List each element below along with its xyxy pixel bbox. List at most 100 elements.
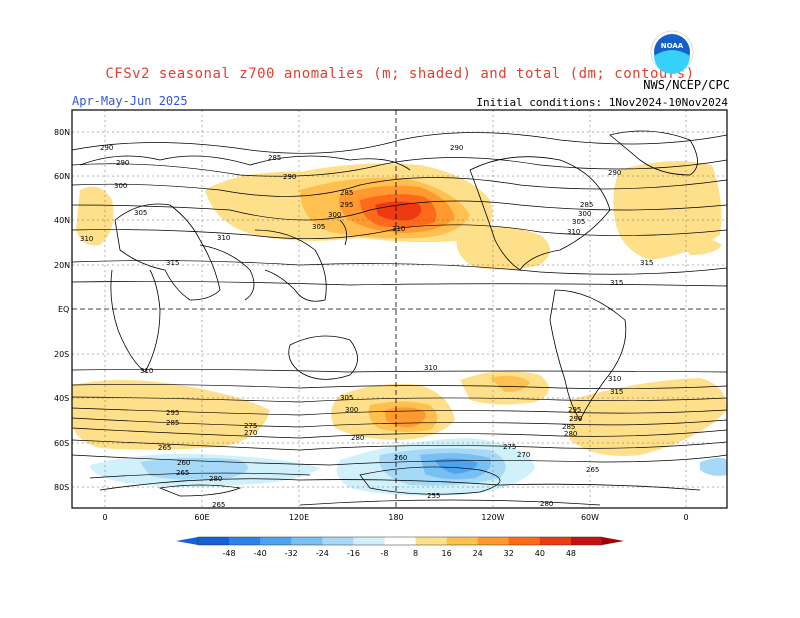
- contour-label: 315: [610, 388, 623, 396]
- contour-label: 255: [427, 492, 440, 500]
- lat-lon-grid: [72, 110, 727, 508]
- colorbar-swatch: [353, 537, 385, 545]
- initial-conditions-label: Initial conditions: 1Nov2024-10Nov2024: [476, 96, 728, 109]
- lat-label: 40S: [54, 394, 69, 403]
- colorbar-tick-label: 48: [566, 549, 576, 558]
- contour-label: 310: [217, 234, 230, 242]
- contour-label: 290: [569, 415, 582, 423]
- contour-label: 295: [166, 409, 179, 417]
- lat-label: 60S: [54, 439, 69, 448]
- lon-label: 120E: [289, 513, 309, 522]
- lat-label: 40N: [54, 216, 70, 225]
- colorbar-tick-label: -16: [347, 549, 360, 558]
- contour-label: 265: [158, 444, 171, 452]
- contour-label: 300: [578, 210, 591, 218]
- lat-label: 20N: [54, 261, 70, 270]
- contour-label: 295: [568, 406, 581, 414]
- contour-label: 275: [244, 422, 257, 430]
- colorbar-swatch: [229, 537, 261, 545]
- lon-label: 120W: [481, 513, 504, 522]
- lat-label: 60N: [54, 172, 70, 181]
- contour-label: 310: [80, 235, 93, 243]
- contour-labels: 290 290 300 305 310 315 285 285 290 295 …: [80, 144, 653, 509]
- contour-label: 265: [586, 466, 599, 474]
- season-label: Apr-May-Jun 2025: [72, 94, 188, 108]
- colorbar-swatch: [260, 537, 292, 545]
- colorbar-tick-label: -8: [380, 549, 388, 558]
- lat-label: EQ: [58, 305, 69, 314]
- reference-lines: [72, 110, 727, 508]
- contour-label: 260: [177, 459, 190, 467]
- colorbar-swatch: [198, 537, 230, 545]
- colorbar-outline: [197, 536, 603, 546]
- colorbar-arrow-high: [602, 537, 624, 545]
- contour-label: 310: [140, 367, 153, 375]
- colorbar-swatch: [477, 537, 510, 545]
- contour-label: 305: [572, 218, 585, 226]
- longitude-labels: 0 60E 120E 180 120W 60W 0: [102, 513, 688, 522]
- contour-label: 305: [312, 223, 325, 231]
- colorbar: -48 -40 -32 -24 -16 -8 8 16 24 32 40 48: [176, 536, 624, 558]
- contour-label: 285: [340, 189, 353, 197]
- lon-label: 0: [683, 513, 688, 522]
- colorbar-tick-label: 32: [504, 549, 514, 558]
- contour-label: 265: [212, 501, 225, 509]
- contour-label: 315: [610, 279, 623, 287]
- lon-label: 180: [388, 513, 403, 522]
- colorbar-tick-label: -32: [285, 549, 298, 558]
- contour-label: 300: [328, 211, 341, 219]
- lat-label: 80S: [54, 483, 69, 492]
- contour-label: 280: [540, 500, 553, 508]
- contour-label: 290: [608, 169, 621, 177]
- colorbar-swatch: [570, 537, 603, 545]
- colorbar-swatch: [415, 537, 448, 545]
- lon-label: 0: [102, 513, 107, 522]
- colorbar-swatch: [291, 537, 323, 545]
- contour-label: 270: [517, 451, 530, 459]
- colorbar-tick-label: 8: [413, 549, 418, 558]
- contour-label: 310: [392, 225, 405, 233]
- contour-label: 290: [283, 173, 296, 181]
- chart-title: CFSv2 seasonal z700 anomalies (m; shaded…: [105, 66, 695, 82]
- contour-label: 290: [450, 144, 463, 152]
- colorbar-swatch: [384, 537, 417, 545]
- contour-label: 280: [564, 430, 577, 438]
- contour-label: 300: [345, 406, 358, 414]
- contour-label: 295: [340, 201, 353, 209]
- colorbar-tick-label: 16: [442, 549, 452, 558]
- contour-label: 275: [503, 443, 516, 451]
- contour-label: 315: [166, 259, 179, 267]
- colorbar-tick-label: 24: [473, 549, 483, 558]
- colorbar-tick-label: -48: [223, 549, 236, 558]
- contour-label: 270: [244, 429, 257, 437]
- noaa-logo: NOAA: [650, 30, 694, 74]
- contour-label: 285: [166, 419, 179, 427]
- contour-label: 280: [209, 475, 222, 483]
- agency-label: NWS/NCEP/CPC: [643, 78, 730, 92]
- contour-label: 300: [114, 182, 127, 190]
- colorbar-tick-label: -40: [254, 549, 267, 558]
- colorbar-tick-label: -24: [316, 549, 329, 558]
- contour-label: 310: [424, 364, 437, 372]
- contour-label: 310: [608, 375, 621, 383]
- lat-label: 20S: [54, 350, 69, 359]
- colorbar-swatch: [446, 537, 479, 545]
- colorbar-swatch: [539, 537, 572, 545]
- lon-label: 60E: [194, 513, 209, 522]
- contour-label: 285: [562, 423, 575, 431]
- colorbar-arrow-low: [176, 537, 198, 545]
- contour-label: 260: [394, 454, 407, 462]
- colorbar-tick-label: 40: [535, 549, 545, 558]
- height-contours: [71, 132, 728, 506]
- contour-label: 305: [134, 209, 147, 217]
- contour-label: 280: [351, 434, 364, 442]
- contour-label: 285: [580, 201, 593, 209]
- contour-label: 290: [116, 159, 129, 167]
- colorbar-swatch: [322, 537, 354, 545]
- contour-label: 310: [567, 228, 580, 236]
- contour-label: 285: [268, 154, 281, 162]
- noaa-logo-text: NOAA: [661, 42, 684, 50]
- latitude-labels: 80N 60N 40N 20N EQ 20S 40S 60S 80S: [54, 128, 70, 492]
- lat-label: 80N: [54, 128, 70, 137]
